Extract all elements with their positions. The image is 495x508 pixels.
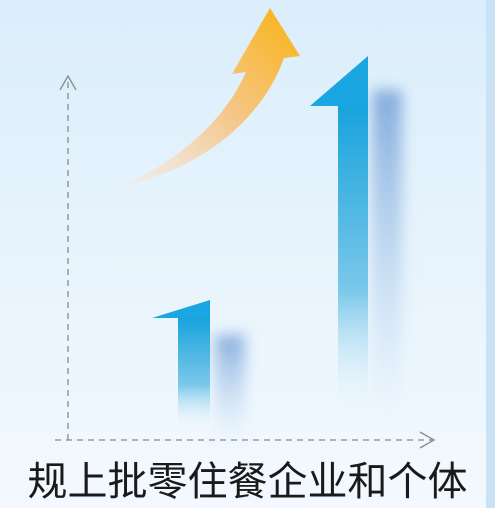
bar-head [310,56,368,106]
caption: 规上批零住餐企业和个体 [27,459,468,505]
bar-head [152,300,210,318]
bar-shadow [215,335,245,440]
edge-strip [486,0,495,508]
bar-shadow [372,90,402,420]
rising-arrow [122,8,300,186]
bar [338,106,368,416]
bar [178,318,210,430]
